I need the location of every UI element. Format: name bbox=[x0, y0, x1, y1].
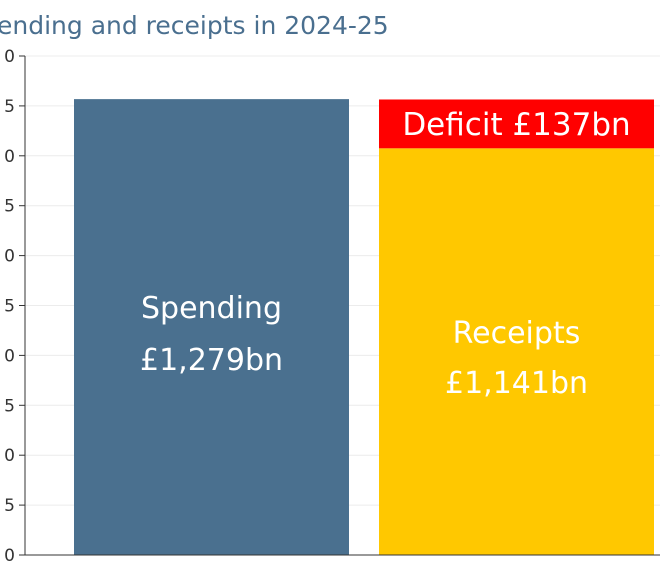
bars bbox=[74, 99, 654, 555]
receipts-bar bbox=[379, 148, 654, 555]
deficit-label: Deficit £137bn bbox=[402, 107, 630, 143]
chart-title: ending and receipts in 2024-25 bbox=[0, 11, 389, 40]
y-tick-label: 0 bbox=[4, 546, 15, 566]
spending-label-line: £1,279bn bbox=[140, 343, 283, 378]
y-tick-label: 0 bbox=[4, 247, 15, 267]
y-tick-label: 5 bbox=[4, 396, 15, 416]
y-tick-label: 0 bbox=[4, 446, 15, 466]
receipts-label-line: Receipts bbox=[453, 316, 581, 351]
y-tick-label: 0 bbox=[4, 147, 15, 167]
spending-label-line: Spending bbox=[141, 291, 282, 326]
y-axis: 0 5 0 5 0 5 0 5 0 5 0 bbox=[4, 47, 660, 566]
deficit-bar bbox=[379, 99, 654, 149]
y-tick-label: 5 bbox=[4, 496, 15, 516]
spending-bar bbox=[74, 99, 349, 555]
y-tick-label: 5 bbox=[4, 297, 15, 317]
y-tick-label: 5 bbox=[4, 197, 15, 217]
y-tick-label: 0 bbox=[4, 47, 15, 67]
y-tick-label: 5 bbox=[4, 97, 15, 117]
receipts-label-line: £1,141bn bbox=[445, 366, 588, 401]
bar-labels: Spending £1,279bn Receipts £1,141bn Deficit … bbox=[140, 107, 631, 401]
y-tick-label: 0 bbox=[4, 346, 15, 366]
